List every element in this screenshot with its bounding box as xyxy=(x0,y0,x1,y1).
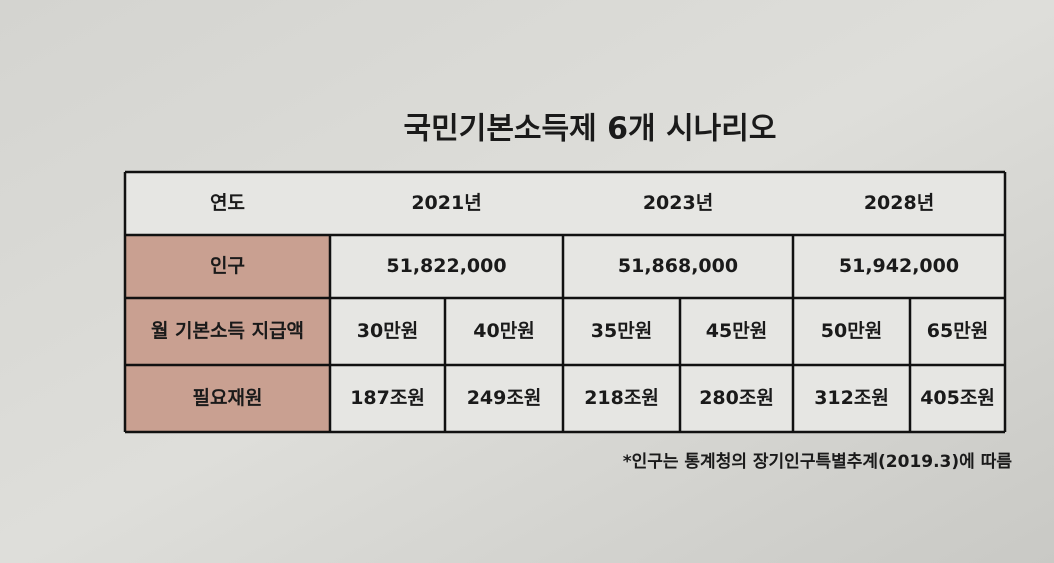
table-cell: 45만원 xyxy=(706,320,767,342)
table-cell: 51,868,000 xyxy=(618,255,738,277)
row-label: 인구 xyxy=(210,255,245,277)
title: 국민기본소득제 6개 시나리오 xyxy=(404,112,777,147)
row-label: 필요재원 xyxy=(193,387,263,409)
label-column-bg xyxy=(125,235,330,432)
table-cell: 218조원 xyxy=(584,387,659,409)
table-cell: 51,942,000 xyxy=(839,255,959,277)
header-cell: 2023년 xyxy=(643,192,713,214)
header-cell: 2028년 xyxy=(864,192,934,214)
table-cell: 249조원 xyxy=(467,387,542,409)
table-cell: 65만원 xyxy=(927,320,988,342)
table-cell: 30만원 xyxy=(357,320,418,342)
table-cell: 50만원 xyxy=(821,320,882,342)
table-cell: 405조원 xyxy=(920,387,995,409)
table-cell: 312조원 xyxy=(814,387,889,409)
table-cell: 51,822,000 xyxy=(386,255,506,277)
table-cell: 187조원 xyxy=(350,387,425,409)
footnote: *인구는 통계청의 장기인구특별추계(2019.3)에 따름 xyxy=(623,451,1013,472)
row-label: 월 기본소득 지급액 xyxy=(151,320,304,342)
header-cell: 연도 xyxy=(210,192,245,214)
table-cell: 35만원 xyxy=(591,320,652,342)
table-cell: 40만원 xyxy=(473,320,534,342)
header-cell: 2021년 xyxy=(411,192,481,214)
table-cell: 280조원 xyxy=(699,387,774,409)
